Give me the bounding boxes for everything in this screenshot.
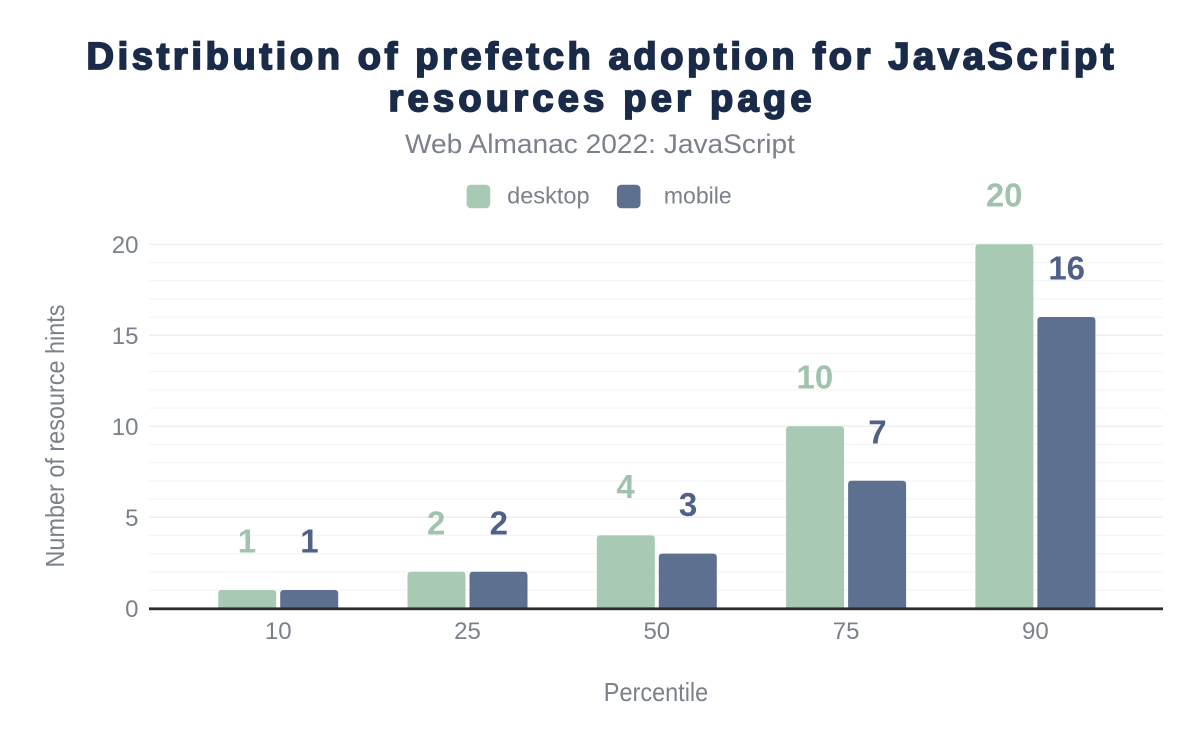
svg-text:resources per page: resources per page	[389, 78, 812, 120]
svg-text:7: 7	[868, 413, 886, 450]
svg-text:1: 1	[300, 523, 318, 560]
svg-text:3: 3	[679, 486, 697, 523]
svg-text:10: 10	[797, 359, 834, 396]
svg-text:5: 5	[125, 505, 138, 532]
svg-text:0: 0	[125, 596, 138, 623]
svg-text:Number of resource hints: Number of resource hints	[40, 305, 70, 568]
svg-text:90: 90	[1022, 618, 1049, 645]
svg-text:50: 50	[643, 618, 670, 645]
svg-text:20: 20	[986, 177, 1023, 214]
svg-text:20: 20	[112, 232, 139, 259]
svg-text:Web Almanac 2022: JavaScript: Web Almanac 2022: JavaScript	[405, 129, 796, 159]
svg-text:75: 75	[833, 618, 860, 645]
svg-text:mobile: mobile	[664, 183, 732, 209]
svg-text:10: 10	[112, 414, 139, 441]
svg-text:25: 25	[454, 618, 481, 645]
svg-text:16: 16	[1048, 250, 1085, 287]
svg-text:Percentile: Percentile	[604, 677, 708, 707]
svg-text:10: 10	[265, 618, 292, 645]
svg-text:1: 1	[238, 523, 256, 560]
svg-text:15: 15	[112, 323, 139, 350]
svg-text:4: 4	[616, 468, 635, 505]
svg-text:2: 2	[490, 504, 508, 541]
svg-text:2: 2	[427, 504, 445, 541]
svg-text:desktop: desktop	[507, 183, 589, 209]
